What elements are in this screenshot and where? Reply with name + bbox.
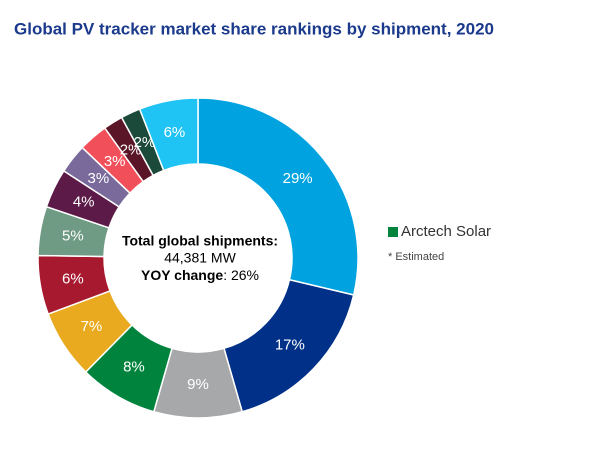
data-label: 4% <box>73 194 95 211</box>
note: * Estimated <box>388 251 444 263</box>
data-label: 8% <box>123 359 145 376</box>
data-label: 6% <box>164 124 186 141</box>
yoy-label: YOY change <box>141 267 223 283</box>
data-label: 3% <box>104 153 126 170</box>
donut-segment <box>197 97 359 296</box>
data-label: 3% <box>88 170 110 187</box>
data-label: 9% <box>187 376 209 393</box>
data-label: 7% <box>81 318 103 335</box>
legend-label: Arctech Solar <box>401 223 491 240</box>
legend-swatch <box>388 227 398 237</box>
donut: 29%17%9%8%7%6%5%4%3%3%2%2%6% <box>37 97 359 419</box>
data-label: 5% <box>62 227 84 244</box>
data-label: 29% <box>283 170 313 187</box>
center-yoy: YOY change: 26% <box>141 267 259 283</box>
data-label: 17% <box>275 337 305 354</box>
donut-segment <box>138 97 199 172</box>
center-title: Total global shipments: <box>122 233 278 249</box>
chart-title: Global PV tracker market share rankings … <box>14 19 494 38</box>
data-label: 2% <box>120 141 142 158</box>
center-total: 44,381 MW <box>164 250 236 266</box>
yoy-value: : 26% <box>223 267 259 283</box>
data-label: 6% <box>62 271 84 288</box>
legend: Arctech Solar <box>388 223 491 240</box>
data-label: 2% <box>134 134 156 151</box>
